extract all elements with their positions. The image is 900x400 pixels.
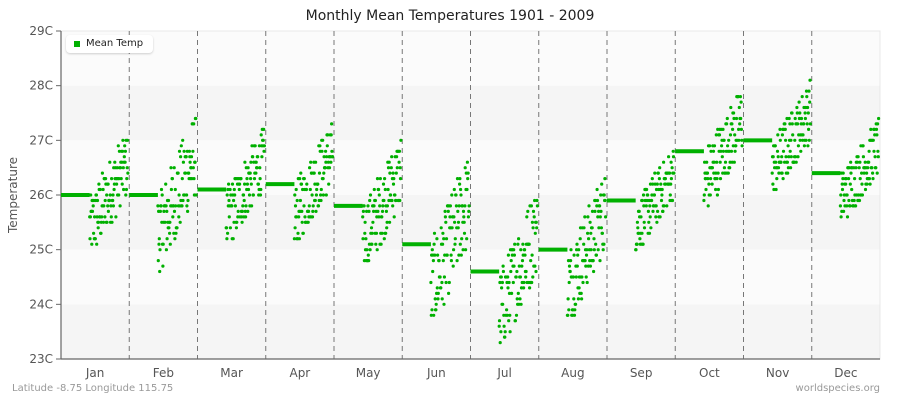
legend-swatch-icon bbox=[74, 40, 80, 47]
x-tick-label: Dec bbox=[834, 366, 857, 380]
series-mean-temp bbox=[61, 78, 881, 345]
legend: Mean Temp bbox=[66, 35, 154, 53]
y-tick-label: 26C bbox=[29, 188, 53, 202]
x-tick-label: Jan bbox=[85, 366, 105, 380]
y-tick-label: 27C bbox=[29, 133, 53, 147]
x-tick-label: Oct bbox=[699, 366, 720, 380]
y-tick-label: 29C bbox=[29, 24, 53, 38]
x-tick-label: Nov bbox=[766, 366, 789, 380]
y-tick-label: 25C bbox=[29, 243, 53, 257]
x-tick-label: Jun bbox=[426, 366, 446, 380]
chart-title: Monthly Mean Temperatures 1901 - 2009 bbox=[305, 8, 595, 24]
x-tick-label: Apr bbox=[289, 366, 310, 380]
x-tick-label: Mar bbox=[220, 366, 243, 380]
legend-label: Mean Temp bbox=[86, 38, 144, 49]
y-tick-label: 24C bbox=[29, 297, 53, 311]
y-tick-label: 23C bbox=[29, 352, 53, 366]
x-tick-label: Jul bbox=[496, 366, 511, 380]
coordinates-label: Latitude -8.75 Longitude 115.75 bbox=[12, 383, 174, 394]
x-tick-label: Aug bbox=[561, 366, 584, 380]
y-tick-label: 28C bbox=[29, 79, 53, 93]
x-tick-label: May bbox=[356, 366, 381, 380]
x-tick-label: Sep bbox=[630, 366, 653, 380]
source-credit: worldspecies.org bbox=[795, 383, 880, 394]
x-tick-label: Feb bbox=[153, 366, 174, 380]
